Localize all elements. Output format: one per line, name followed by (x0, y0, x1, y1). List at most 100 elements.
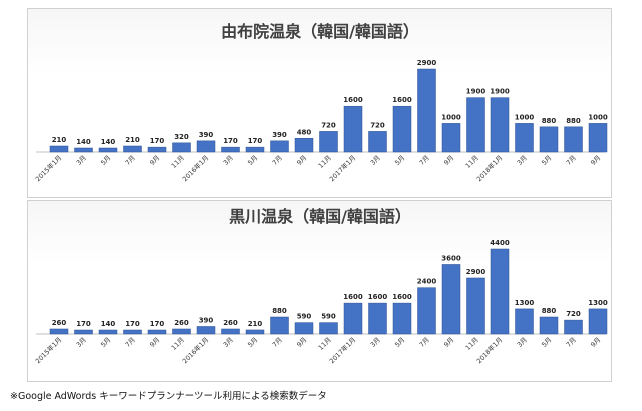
data-label: 1600 (343, 96, 363, 104)
bar (172, 328, 191, 335)
bar (172, 142, 191, 153)
data-label: 210 (248, 320, 263, 328)
data-label: 3600 (441, 254, 461, 262)
bar (588, 308, 608, 335)
data-label: 170 (223, 137, 238, 145)
bar (490, 248, 510, 335)
data-label: 2900 (417, 59, 437, 67)
x-tick-label: 3月 (75, 154, 88, 167)
data-label: 320 (174, 133, 189, 141)
data-label: 880 (542, 117, 557, 125)
x-tick-label: 2017年1月 (327, 153, 357, 183)
bar (49, 328, 69, 335)
x-tick-label: 7月 (565, 336, 578, 349)
x-tick-label: 9月 (589, 336, 602, 349)
data-label: 260 (223, 319, 238, 327)
data-label: 210 (125, 136, 140, 144)
bar (221, 146, 240, 153)
data-label: 260 (174, 319, 189, 327)
x-tick-label: 7月 (271, 336, 284, 349)
bar (196, 140, 216, 153)
x-tick-label: 11月 (170, 336, 186, 352)
bar (539, 316, 559, 335)
bar (441, 123, 461, 153)
data-label: 590 (297, 313, 312, 321)
x-tick-label: 5月 (99, 154, 112, 167)
chart-title: 黒川温泉（韓国/韓国語） (229, 207, 411, 226)
data-label: 170 (76, 320, 91, 328)
x-tick-label: 3月 (222, 154, 235, 167)
bar (270, 140, 289, 153)
data-label: 170 (150, 320, 165, 328)
bar (98, 329, 118, 335)
data-label: 2400 (417, 278, 437, 286)
data-label: 390 (199, 316, 214, 324)
chart-kurokawa: 黒川温泉（韓国/韓国語） 260 2015年1月 170 3月 140 5月 170 7月 17… (27, 200, 612, 382)
x-tick-label: 3月 (222, 336, 235, 349)
data-label: 1300 (515, 299, 535, 307)
x-tick-label: 11月 (464, 154, 480, 170)
x-tick-label: 9月 (295, 154, 308, 167)
bar (343, 302, 363, 335)
data-label: 4400 (490, 239, 510, 247)
data-label: 880 (272, 307, 287, 315)
bar (539, 126, 559, 153)
bar (490, 97, 510, 153)
x-tick-label: 11月 (464, 336, 480, 352)
x-tick-label: 2018年1月 (474, 335, 504, 365)
data-label: 720 (321, 121, 336, 129)
bar (123, 145, 142, 153)
bar (368, 302, 387, 335)
x-tick-label: 9月 (589, 154, 602, 167)
bar (98, 147, 118, 153)
bar (221, 328, 240, 335)
data-label: 1600 (392, 96, 412, 104)
bar (123, 329, 142, 335)
chart-yufuin: 由布院温泉（韓国/韓国語） 210 2015年1月 140 3月 140 5月 210 7月 1… (27, 8, 612, 198)
bar (49, 145, 69, 153)
data-label: 1300 (588, 299, 608, 307)
bar (196, 326, 216, 335)
data-label: 720 (370, 121, 385, 129)
x-tick-label: 11月 (317, 154, 333, 170)
data-label: 720 (566, 310, 581, 318)
bar (319, 131, 338, 153)
bar (147, 146, 167, 153)
data-label: 170 (150, 137, 165, 145)
data-label: 390 (272, 131, 287, 139)
x-tick-label: 2016年1月 (180, 153, 210, 183)
data-label: 2900 (466, 268, 486, 276)
chart-kurokawa-svg: 黒川温泉（韓国/韓国語） 260 2015年1月 170 3月 140 5月 170 7月 17… (33, 207, 608, 365)
bar (417, 287, 436, 335)
data-label: 880 (542, 307, 557, 315)
x-tick-label: 2017年1月 (327, 335, 357, 365)
x-tick-label: 7月 (124, 336, 137, 349)
data-label: 390 (199, 131, 214, 139)
x-tick-label: 5月 (540, 336, 553, 349)
bar (392, 302, 412, 335)
bar (74, 147, 93, 153)
data-label: 1000 (515, 113, 535, 121)
bar (245, 329, 265, 335)
x-tick-label: 2016年1月 (180, 335, 210, 365)
bar (270, 316, 289, 335)
footnote: ※Google AdWords キーワードプランナーツール利用による検索数データ (10, 391, 327, 402)
x-tick-label: 7月 (124, 154, 137, 167)
data-label: 140 (101, 320, 116, 328)
data-label: 1600 (392, 293, 412, 301)
bar (466, 277, 485, 335)
x-tick-label: 11月 (317, 336, 333, 352)
x-tick-label: 5月 (246, 336, 259, 349)
data-label: 140 (76, 138, 91, 146)
x-tick-label: 9月 (442, 336, 455, 349)
x-tick-label: 9月 (148, 336, 161, 349)
bar (319, 322, 338, 335)
bar (245, 146, 265, 153)
x-tick-label: 7月 (565, 154, 578, 167)
data-label: 210 (52, 136, 67, 144)
data-label: 880 (566, 117, 581, 125)
x-tick-label: 2015年1月 (33, 153, 63, 183)
x-tick-label: 7月 (418, 154, 431, 167)
x-tick-label: 3月 (516, 336, 529, 349)
x-tick-label: 5月 (246, 154, 259, 167)
